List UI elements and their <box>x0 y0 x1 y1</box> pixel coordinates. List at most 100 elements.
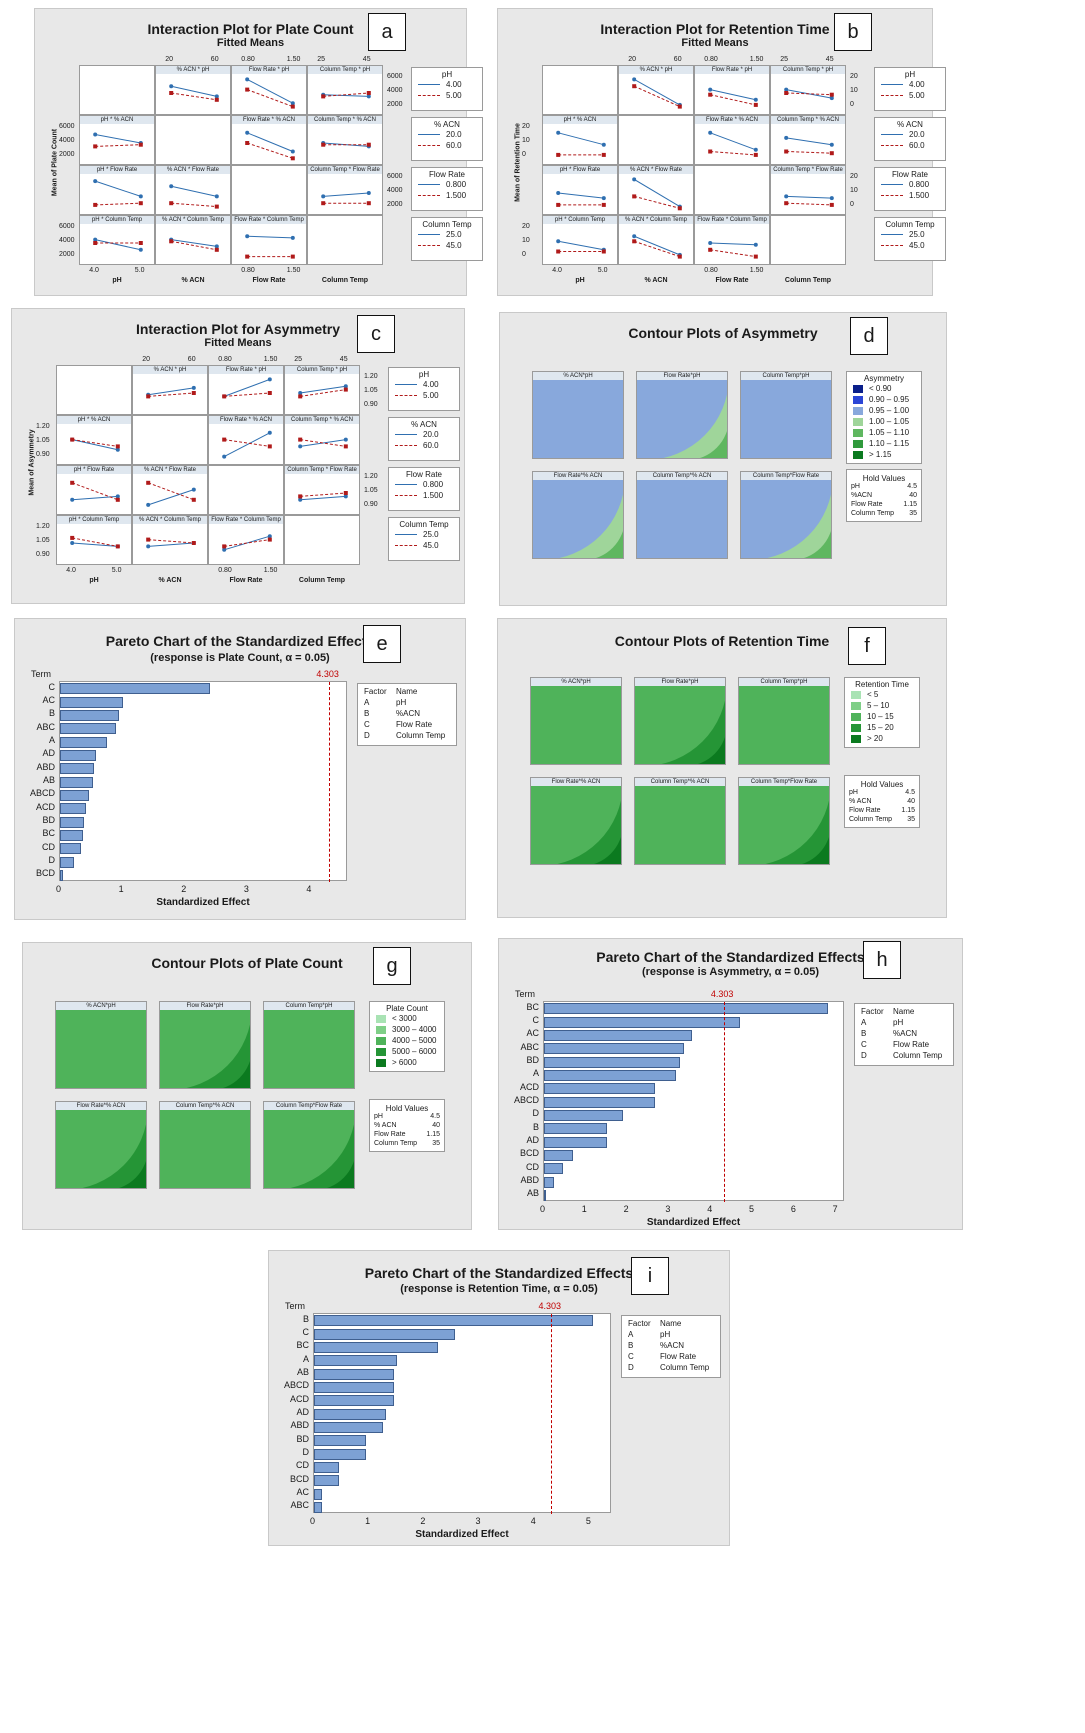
interaction-line <box>171 185 217 197</box>
interaction-line <box>710 89 756 101</box>
interaction-line <box>634 195 680 209</box>
effect-bar <box>314 1435 367 1447</box>
panel-c-interaction-asymmetry: Interaction Plot for Asymmetry Fitted Me… <box>11 308 465 604</box>
x-tick-label: 0.80 <box>704 267 718 274</box>
y-tick-label: 0 <box>522 251 526 258</box>
cell-title: Flow Rate*% ACN <box>533 472 623 480</box>
mean-point <box>632 77 637 82</box>
mean-point <box>222 547 227 552</box>
interaction-cell: % ACN * pH <box>132 365 208 415</box>
term-label: CD <box>42 841 55 852</box>
interaction-lines <box>146 480 196 507</box>
legend-box: Column Temp 25.0 45.0 <box>388 517 460 561</box>
cell-title: Flow Rate * pH <box>695 66 769 74</box>
x-axis-label: Standardized Effect <box>156 897 250 908</box>
legend-row: > 20 <box>845 733 919 744</box>
mean-point <box>138 201 143 206</box>
mean-point <box>70 437 75 442</box>
interaction-lines <box>146 385 196 399</box>
x-tick-label: 2 <box>181 884 187 894</box>
factor-legend-header: Factor Name <box>364 687 450 698</box>
contour-fill <box>531 678 621 764</box>
contour-band <box>801 836 829 864</box>
mean-point <box>70 541 75 545</box>
x-tick-label: 0 <box>56 884 62 894</box>
empty-cell <box>208 465 284 515</box>
contour-band <box>637 472 727 558</box>
interaction-line <box>247 89 293 108</box>
effect-bar <box>60 763 95 775</box>
panel-letter: i <box>631 1257 669 1295</box>
effect-bar <box>60 816 84 828</box>
interaction-lines <box>169 237 219 252</box>
factor-text: pH <box>396 698 407 707</box>
factor-text: A <box>364 698 370 707</box>
mean-point <box>343 437 348 442</box>
term-label: A <box>302 1353 309 1364</box>
interaction-lines <box>321 141 371 149</box>
legend-row: 4.00 <box>389 379 459 390</box>
cell-title: Flow Rate * Column Temp <box>695 216 769 224</box>
interaction-cell: Column Temp * Flow Rate <box>307 165 383 215</box>
legend-line-dashed <box>395 445 417 446</box>
legend-title: Flow Rate <box>891 170 928 179</box>
mean-point <box>829 151 834 156</box>
mean-point <box>93 144 98 149</box>
reference-line <box>329 682 331 882</box>
mean-point <box>601 196 606 201</box>
contour-band <box>699 430 727 458</box>
effect-bar <box>544 1069 676 1081</box>
interaction-lines <box>245 234 295 259</box>
interaction-lines <box>93 132 143 149</box>
term-label: AC <box>526 1028 539 1039</box>
top-tick-label: 1.50 <box>749 56 764 63</box>
legend-label: 0.800 <box>423 480 444 489</box>
contour-band <box>635 778 725 864</box>
interaction-line <box>710 94 756 106</box>
mean-point <box>214 244 219 249</box>
top-tick-label: 25 <box>317 56 325 63</box>
contour-band <box>663 394 727 458</box>
x-tick-label: 1 <box>581 1204 587 1214</box>
mean-point <box>146 394 151 399</box>
mean-point <box>632 177 637 182</box>
effect-bar <box>544 1189 547 1201</box>
interaction-line <box>148 387 194 396</box>
y-tick-label-right: 6000 <box>387 173 403 180</box>
pareto-chart: Term C AC B ABC A AD ABD AB ABCD ACD BD BC CD D BCD 4.30… <box>15 619 467 921</box>
panel-letter: c <box>357 315 395 353</box>
interaction-lines <box>146 537 196 549</box>
term-label: CD <box>526 1161 539 1172</box>
interaction-lines <box>222 430 272 459</box>
panel-e-pareto-plate-count: Pareto Chart of the Standardized Effects… <box>14 618 466 920</box>
contour-cell: Column Temp*Flow Rate <box>738 777 830 865</box>
mean-point <box>267 377 272 382</box>
interaction-lines <box>222 534 272 552</box>
contour-grid: % ACN*pH Flow Rate*pH Column Temp*pH Flow R… <box>500 313 948 607</box>
contour-cell: Flow Rate*% ACN <box>532 471 624 559</box>
y-tick-label: 6000 <box>59 223 75 230</box>
effect-bar <box>60 709 120 721</box>
mean-point <box>267 444 272 449</box>
factor-legend-row: B %ACN <box>861 1029 947 1040</box>
legend-row: 1.500 <box>412 190 482 201</box>
mean-point <box>366 142 371 147</box>
mean-point <box>267 430 272 435</box>
interaction-line <box>300 492 346 497</box>
factor-head-text: Factor <box>628 1319 651 1328</box>
legend-swatch <box>853 384 863 393</box>
interaction-line <box>634 240 680 258</box>
mean-point <box>784 149 789 154</box>
legend-label: 25.0 <box>909 230 925 239</box>
contour-fill <box>160 1102 250 1188</box>
x-tick-label: 1.50 <box>749 267 764 274</box>
factor-text: pH <box>893 1018 904 1027</box>
factor-legend-row: C Flow Rate <box>861 1040 947 1051</box>
legend-line-solid <box>395 484 417 485</box>
contour-band <box>531 678 621 764</box>
interaction-lines <box>245 77 295 109</box>
contour-fill <box>637 372 727 458</box>
cell-title: Column Temp*Flow Rate <box>739 778 829 786</box>
term-label: AC <box>296 1487 309 1497</box>
